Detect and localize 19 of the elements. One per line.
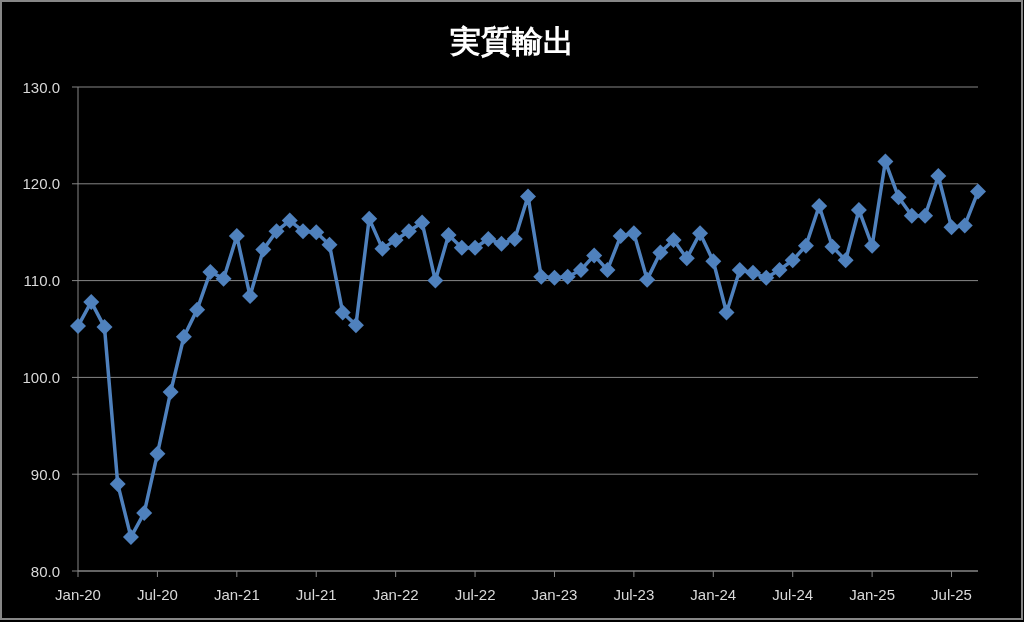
x-tick-label: Jul-24 bbox=[772, 586, 814, 603]
x-tick-label: Jan-21 bbox=[213, 586, 260, 603]
x-tick-label: Jan-20 bbox=[55, 586, 101, 603]
chart-title: 実質輸出 bbox=[449, 23, 574, 59]
y-tick-label: 80.0 bbox=[30, 562, 60, 580]
x-tick-label: Jan-22 bbox=[372, 586, 419, 603]
x-tick-label: Jul-22 bbox=[454, 586, 496, 603]
y-tick-label: 90.0 bbox=[30, 465, 60, 483]
y-tick-label: 120.0 bbox=[22, 175, 60, 193]
x-tick-label: Jul-25 bbox=[931, 586, 972, 603]
y-tick-label: 100.0 bbox=[22, 368, 60, 386]
x-tick-label: Jul-20 bbox=[136, 586, 178, 603]
y-tick-label: 110.0 bbox=[23, 272, 60, 290]
x-tick-label: Jul-21 bbox=[295, 586, 337, 603]
x-tick-label: Jan-23 bbox=[531, 586, 578, 603]
y-tick-label: 130.0 bbox=[22, 78, 60, 96]
x-tick-label: Jul-23 bbox=[613, 586, 655, 603]
x-tick-label: Jan-25 bbox=[849, 586, 896, 603]
x-tick-label: Jan-24 bbox=[690, 586, 737, 603]
